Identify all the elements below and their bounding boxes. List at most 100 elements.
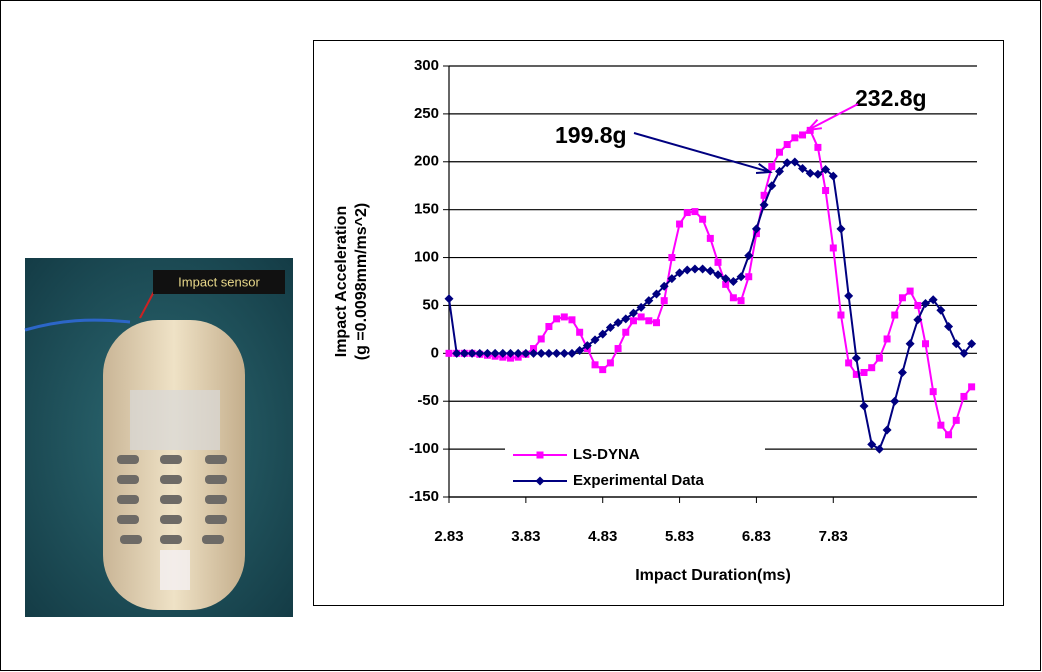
marker — [729, 294, 737, 302]
marker — [828, 171, 838, 181]
marker — [452, 348, 462, 358]
phone-display — [130, 390, 220, 450]
marker — [775, 148, 783, 156]
y-tick-label: -50 — [417, 392, 439, 409]
legend-label: LS-DYNA — [573, 446, 640, 463]
y-axis-label: Impact Acceleration (g =0.0098mm/ms^2) — [333, 203, 370, 360]
marker — [667, 274, 677, 284]
marker — [683, 209, 691, 217]
marker — [606, 359, 614, 367]
marker — [760, 191, 768, 199]
marker — [490, 348, 500, 358]
annotation: 232.8g — [855, 85, 927, 111]
legend-marker — [536, 451, 544, 459]
y-tick-label: 300 — [414, 57, 439, 74]
marker — [851, 353, 861, 363]
marker — [774, 166, 784, 176]
marker — [575, 345, 585, 355]
annotation-arrowhead — [755, 162, 773, 174]
marker — [944, 322, 954, 332]
marker — [513, 348, 523, 358]
marker — [660, 297, 668, 305]
marker — [629, 317, 637, 325]
marker — [852, 370, 860, 378]
marker — [668, 254, 676, 262]
marker — [890, 396, 900, 406]
marker — [690, 264, 700, 274]
marker — [905, 339, 915, 349]
marker — [906, 287, 914, 295]
marker — [576, 328, 584, 336]
marker — [968, 383, 976, 391]
x-tick-label: 7.83 — [819, 528, 848, 545]
x-tick-label: 2.83 — [434, 528, 463, 545]
marker — [860, 368, 868, 376]
y-tick-label: 50 — [422, 296, 439, 313]
marker — [805, 168, 815, 178]
phone-patch — [160, 550, 190, 590]
marker — [622, 328, 630, 336]
marker — [829, 244, 837, 252]
legend-box — [505, 440, 765, 494]
marker — [921, 299, 931, 309]
marker — [914, 301, 922, 309]
y-tick-label: 200 — [414, 153, 439, 170]
y-tick-label: 250 — [414, 105, 439, 122]
marker — [614, 345, 622, 353]
marker — [736, 272, 746, 282]
marker — [637, 313, 645, 321]
marker — [553, 315, 561, 323]
marker — [613, 318, 623, 328]
y-tick-label: 0 — [431, 344, 439, 361]
marker — [598, 329, 608, 339]
annotation: 199.8g — [555, 122, 627, 148]
marker — [636, 302, 646, 312]
marker — [621, 314, 631, 324]
photo: Impact sensor — [24, 258, 293, 617]
marker — [521, 348, 531, 358]
marker — [728, 277, 738, 286]
marker — [752, 230, 760, 238]
marker — [498, 348, 508, 358]
marker — [845, 359, 853, 367]
marker — [936, 305, 946, 315]
marker — [691, 208, 699, 216]
marker — [751, 224, 761, 234]
marker — [506, 354, 514, 362]
marker — [891, 311, 899, 319]
marker — [868, 364, 876, 372]
x-tick-label: 3.83 — [511, 528, 540, 545]
marker — [790, 157, 800, 167]
marker — [444, 294, 454, 304]
y-tick-label: -150 — [409, 488, 439, 505]
sensor-wire — [24, 318, 131, 332]
marker — [798, 163, 808, 173]
marker — [475, 348, 485, 358]
sensor-label: Impact sensor — [178, 274, 260, 289]
marker — [952, 416, 960, 424]
annotation-arrow — [807, 103, 859, 131]
marker — [767, 181, 777, 191]
marker — [837, 311, 845, 319]
marker — [959, 348, 969, 358]
marker — [645, 317, 653, 325]
marker — [705, 266, 715, 276]
marker — [698, 264, 708, 274]
marker — [537, 335, 545, 343]
marker — [782, 158, 792, 168]
marker — [714, 258, 722, 266]
marker — [844, 291, 854, 301]
x-tick-label: 4.83 — [588, 528, 617, 545]
marker — [591, 361, 599, 369]
marker — [445, 349, 453, 357]
y-axis-label-line: (g =0.0098mm/ms^2) — [353, 203, 370, 360]
marker — [605, 322, 615, 332]
marker — [721, 274, 731, 284]
marker — [590, 335, 600, 345]
y-tick-label: 100 — [414, 249, 439, 266]
marker — [783, 141, 791, 149]
marker — [544, 348, 554, 358]
y-tick-label: -100 — [409, 440, 439, 457]
marker — [929, 388, 937, 396]
marker — [653, 319, 661, 327]
